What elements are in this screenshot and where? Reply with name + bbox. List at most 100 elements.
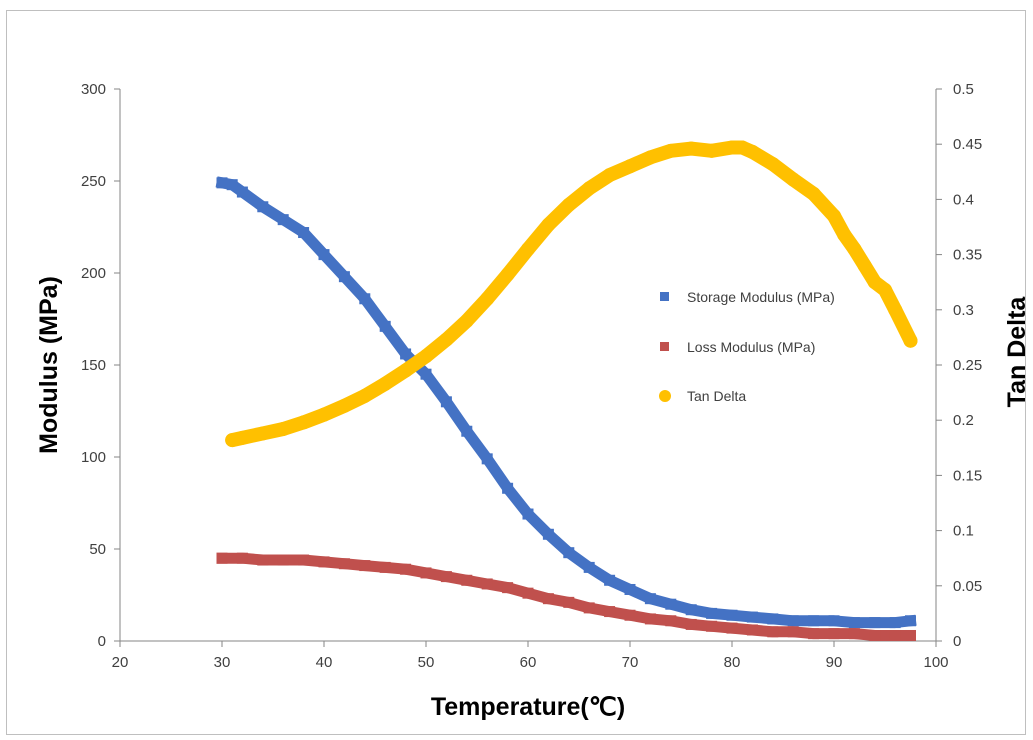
data-point xyxy=(277,214,289,226)
data-point xyxy=(318,556,330,568)
x-tick-label: 100 xyxy=(923,654,948,671)
data-point xyxy=(685,604,697,616)
data-point xyxy=(583,602,595,614)
data-point xyxy=(459,313,474,328)
data-point xyxy=(867,275,882,290)
data-point xyxy=(216,552,228,564)
y2-tick-label: 0.1 xyxy=(953,523,974,540)
y2-tick-label: 0.4 xyxy=(953,191,974,208)
data-point xyxy=(837,227,852,242)
data-point xyxy=(602,168,617,183)
legend-label-loss-modulus: Loss Modulus (MPa) xyxy=(687,339,815,355)
data-point xyxy=(378,376,393,391)
data-point xyxy=(357,388,372,403)
y2-tick-label: 0 xyxy=(953,633,961,650)
data-point xyxy=(706,620,718,632)
y2-tick-label: 0.05 xyxy=(953,578,982,595)
data-point xyxy=(808,615,820,627)
data-point xyxy=(624,583,636,595)
axes xyxy=(114,88,942,647)
data-point xyxy=(604,574,616,586)
data-point xyxy=(806,186,821,201)
x-tick-label: 20 xyxy=(112,654,129,671)
chart-frame xyxy=(6,10,1026,735)
legend-label-tan-delta: Tan Delta xyxy=(687,388,746,404)
legend-label-storage-modulus: Storage Modulus (MPa) xyxy=(687,289,835,305)
data-point xyxy=(745,144,760,159)
data-point xyxy=(502,482,514,494)
data-point xyxy=(767,626,779,638)
data-point xyxy=(685,618,697,630)
data-point xyxy=(521,242,535,257)
x-tick-label: 80 xyxy=(724,654,741,671)
tick-labels: 20 30 40 50 60 70 80 90 100 0 50 100 150 200 250 300 0 0.… xyxy=(81,81,982,671)
data-point xyxy=(827,208,841,223)
x-tick-label: 60 xyxy=(520,654,537,671)
data-point xyxy=(828,628,840,640)
series-tan-delta xyxy=(225,140,918,448)
data-point xyxy=(623,159,637,174)
data-point xyxy=(500,267,515,282)
y-tick-label: 250 xyxy=(81,173,106,190)
data-point xyxy=(725,140,739,155)
x-tick-label: 90 xyxy=(826,654,843,671)
data-point xyxy=(359,293,371,305)
data-point xyxy=(765,157,780,172)
data-point xyxy=(828,615,840,627)
y-tick-label: 200 xyxy=(81,265,106,282)
data-point xyxy=(400,348,412,360)
data-point xyxy=(298,554,310,566)
data-point xyxy=(624,609,636,621)
data-point xyxy=(502,582,514,594)
data-point xyxy=(644,613,656,625)
x-tick-label: 30 xyxy=(214,654,231,671)
data-point xyxy=(420,567,432,579)
legend-marker-tan-delta xyxy=(659,390,671,402)
data-point xyxy=(440,396,452,408)
data-point xyxy=(541,217,556,232)
series-loss-modulus-mpa xyxy=(216,552,916,641)
y-tick-label: 300 xyxy=(81,81,106,98)
data-point xyxy=(400,563,412,575)
x-tick-label: 50 xyxy=(418,654,435,671)
data-point xyxy=(808,628,820,640)
data-point xyxy=(236,186,248,198)
data-point xyxy=(461,425,473,437)
data-point xyxy=(644,593,656,605)
y-axis-title: Modulus (MPa) xyxy=(35,276,63,454)
series-storage-modulus-mpa xyxy=(215,176,917,629)
data-point xyxy=(847,242,862,257)
data-point xyxy=(563,547,575,559)
x-axis-title: Temperature(℃) xyxy=(431,693,625,721)
y2-tick-label: 0.35 xyxy=(953,247,982,264)
y2-tick-label: 0.3 xyxy=(953,302,974,319)
data-point xyxy=(746,611,758,623)
plot-series xyxy=(215,140,918,641)
data-point xyxy=(481,578,493,590)
data-point xyxy=(542,528,554,540)
data-point xyxy=(337,398,352,413)
data-point xyxy=(338,558,350,570)
data-point xyxy=(787,626,799,638)
data-point xyxy=(848,628,860,640)
data-point xyxy=(684,141,699,156)
data-point xyxy=(905,629,916,641)
data-point xyxy=(903,333,918,348)
data-point xyxy=(869,617,881,629)
data-point xyxy=(878,282,892,297)
data-point xyxy=(298,227,310,239)
data-point xyxy=(359,560,371,572)
data-point xyxy=(522,587,534,599)
data-point xyxy=(786,172,801,187)
data-point xyxy=(257,201,269,213)
data-point xyxy=(726,609,738,621)
data-point xyxy=(889,629,901,641)
y-tick-label: 0 xyxy=(98,633,106,650)
data-point xyxy=(235,430,250,445)
y2-tick-label: 0.45 xyxy=(953,136,982,153)
y2-tick-label: 0.5 xyxy=(953,81,974,98)
data-point xyxy=(665,598,677,610)
data-point xyxy=(726,622,738,634)
data-point xyxy=(563,596,575,608)
